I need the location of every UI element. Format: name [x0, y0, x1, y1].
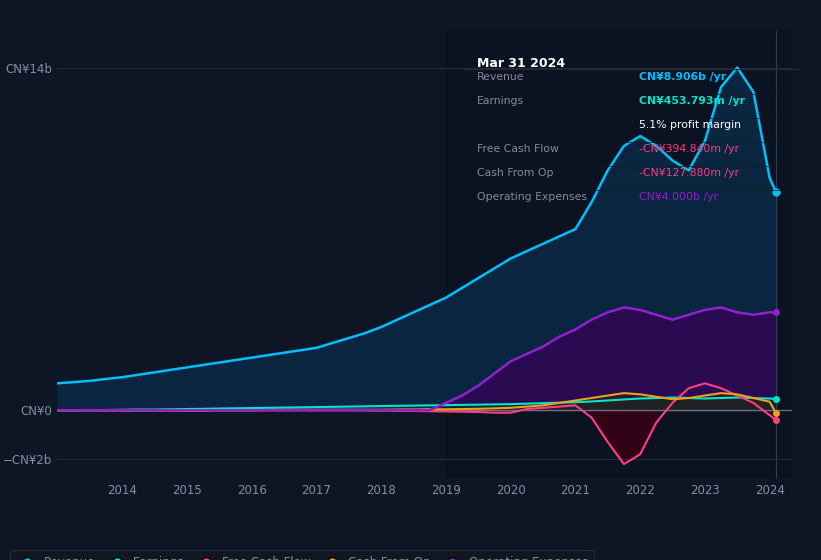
Text: Revenue: Revenue: [477, 72, 525, 82]
Text: Free Cash Flow: Free Cash Flow: [477, 144, 559, 154]
Bar: [446, 31, 796, 479]
Text: 5.1% profit margin: 5.1% profit margin: [639, 120, 741, 130]
Text: Mar 31 2024: Mar 31 2024: [477, 57, 566, 70]
Legend: Revenue, Earnings, Free Cash Flow, Cash From Op, Operating Expenses: Revenue, Earnings, Free Cash Flow, Cash …: [10, 550, 594, 560]
Text: Operating Expenses: Operating Expenses: [477, 192, 587, 202]
Text: CN¥4.000b /yr: CN¥4.000b /yr: [639, 192, 718, 202]
Text: CN¥8.906b /yr: CN¥8.906b /yr: [639, 72, 726, 82]
Text: -CN¥127.880m /yr: -CN¥127.880m /yr: [639, 168, 739, 178]
Text: Cash From Op: Cash From Op: [477, 168, 554, 178]
Text: Earnings: Earnings: [477, 96, 525, 106]
Text: -CN¥394.840m /yr: -CN¥394.840m /yr: [639, 144, 739, 154]
Text: CN¥453.793m /yr: CN¥453.793m /yr: [639, 96, 745, 106]
